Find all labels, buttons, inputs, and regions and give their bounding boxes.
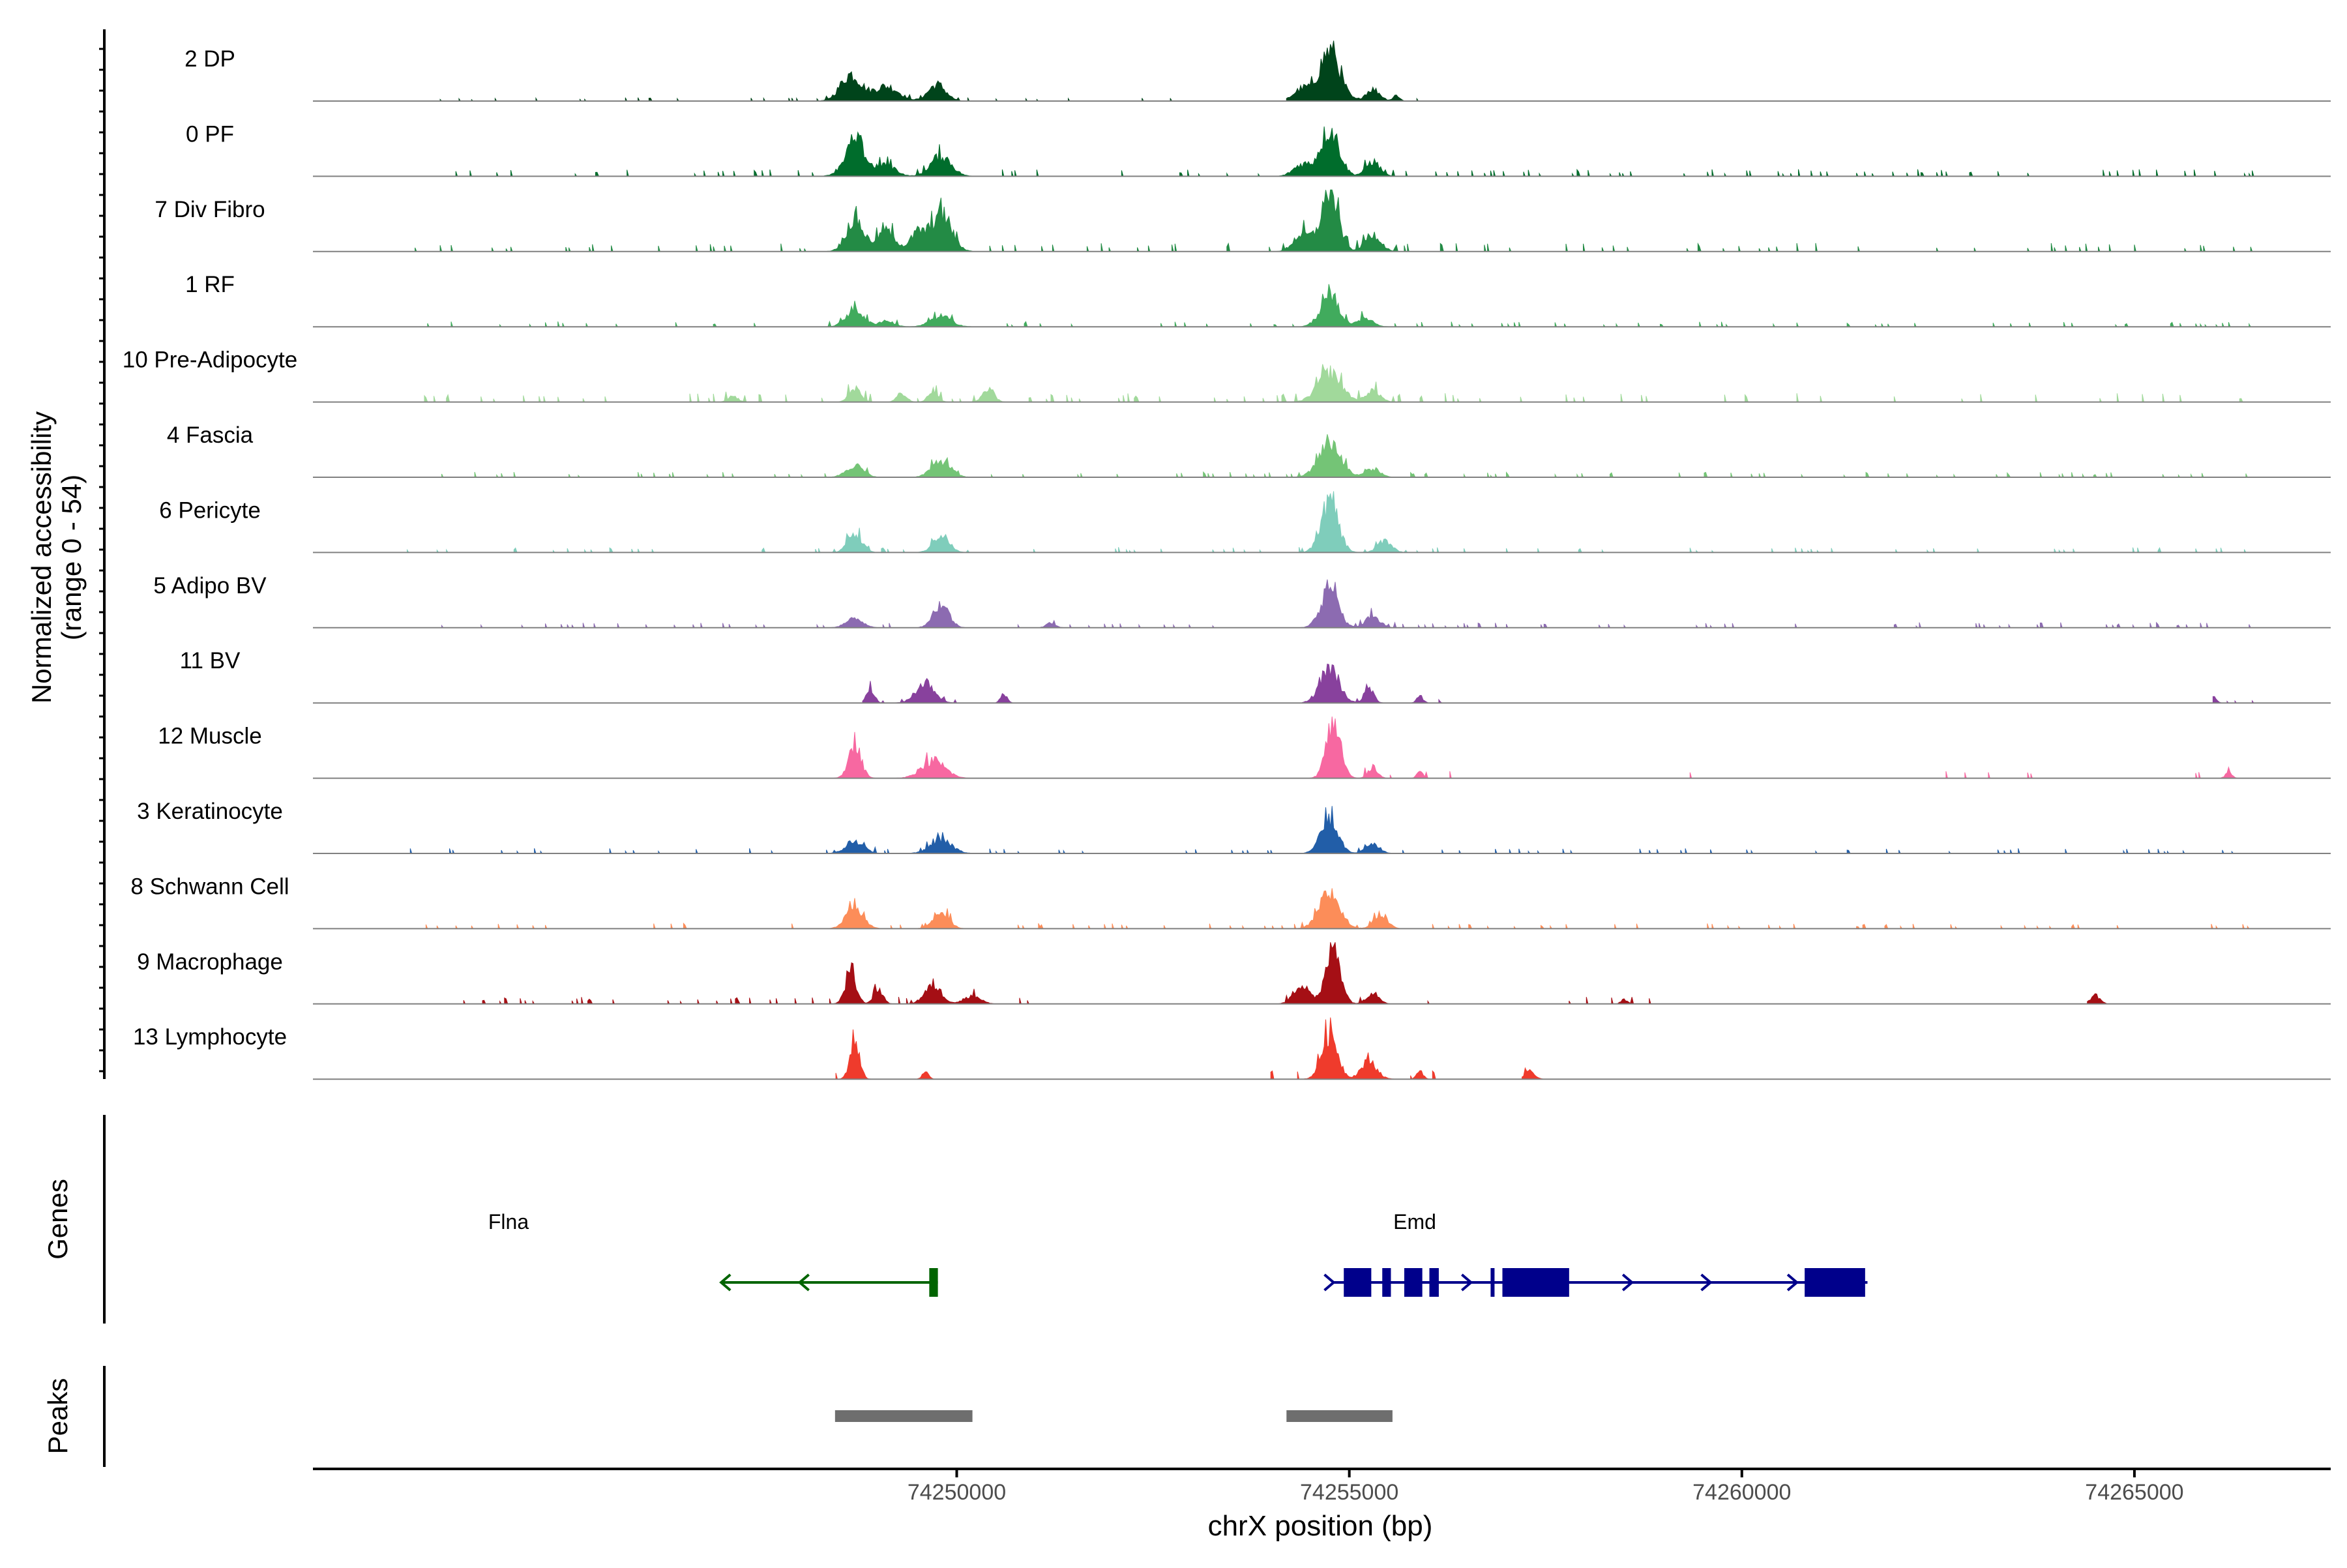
- coverage-area: [427, 284, 2252, 327]
- track-2-dp: 2 DP: [185, 40, 2331, 102]
- coverage-area: [441, 434, 2249, 478]
- strand-arrow: [1323, 1273, 1336, 1292]
- track-3-keratinocyte: 3 Keratinocyte: [137, 799, 2331, 854]
- coverage-area: [441, 579, 2251, 629]
- x-tick-label: 74250000: [908, 1480, 1006, 1505]
- x-axis-title: chrX position (bp): [1208, 1510, 1433, 1542]
- gene-flna: Flna: [488, 1210, 938, 1297]
- track-0-pf: 0 PF: [186, 121, 2331, 177]
- track-label: 3 Keratinocyte: [137, 799, 283, 824]
- coverage-area: [425, 888, 2250, 929]
- track-13-lymphocyte: 13 Lymphocyte: [133, 1017, 2331, 1080]
- track-label: 5 Adipo BV: [153, 573, 267, 599]
- coverage-area: [455, 126, 2254, 177]
- peaks-panel-label: Peaks: [42, 1378, 73, 1455]
- track-label: 0 PF: [186, 121, 234, 147]
- track-7-div-fibro: 7 Div Fibro: [155, 189, 2331, 252]
- peak-region: [1286, 1410, 1393, 1422]
- track-10-pre-adipocyte: 10 Pre-Adipocyte: [123, 348, 2331, 403]
- x-tick-label: 74260000: [1692, 1480, 1791, 1505]
- coverage-area: [835, 1017, 1544, 1080]
- track-12-muscle: 12 Muscle: [158, 717, 2331, 779]
- genes-panel: Genes Flna Emd: [42, 1115, 1868, 1324]
- coverage-area: [415, 189, 2253, 252]
- x-tick-label: 74265000: [2085, 1480, 2183, 1505]
- gene-exon: [1404, 1268, 1423, 1297]
- coverage-area: [409, 806, 2234, 854]
- strand-arrow: [719, 1273, 731, 1292]
- track-4-fascia: 4 Fascia: [167, 422, 2331, 478]
- track-label: 12 Muscle: [158, 724, 262, 749]
- track-label: 11 BV: [180, 648, 241, 673]
- track-label: 7 Div Fibro: [155, 197, 265, 222]
- genes-panel-label: Genes: [42, 1179, 73, 1260]
- track-1-rf: 1 RF: [185, 272, 2331, 328]
- x-axis: 74250000 74255000 74260000 74265000: [313, 1468, 2331, 1505]
- track-6-pericyte: 6 Pericyte: [159, 491, 2331, 554]
- track-label: 1 RF: [185, 272, 235, 297]
- gene-label: Emd: [1393, 1210, 1436, 1234]
- strand-arrow: [797, 1273, 810, 1292]
- gene-exon: [1344, 1268, 1372, 1297]
- track-label: 9 Macrophage: [137, 949, 283, 975]
- gene-exon: [929, 1268, 938, 1297]
- track-label: 2 DP: [185, 46, 235, 72]
- gene-exon: [1382, 1268, 1391, 1297]
- strand-arrow: [1786, 1273, 1799, 1292]
- y-axis: [99, 29, 106, 1079]
- coverage-area: [463, 942, 2108, 1005]
- coverage-area: [862, 663, 2254, 703]
- x-tick-label: 74255000: [1300, 1480, 1398, 1505]
- track-5-adipo-bv: 5 Adipo BV: [153, 573, 2331, 629]
- strand-arrow: [1621, 1273, 1634, 1292]
- coverage-area: [424, 364, 2243, 403]
- peak-region: [834, 1410, 973, 1422]
- coverage-area: [834, 717, 2238, 779]
- coverage-area: [439, 40, 1419, 102]
- gene-exon: [1805, 1268, 1865, 1297]
- peaks-panel: Peaks: [42, 1366, 1393, 1467]
- track-label: 4 Fascia: [167, 422, 254, 448]
- track-label: 10 Pre-Adipocyte: [123, 348, 297, 373]
- track-8-schwann-cell: 8 Schwann Cell: [130, 874, 2331, 930]
- gene-label: Flna: [488, 1210, 529, 1234]
- y-axis-title-line1: Normalized accessibility: [26, 411, 57, 703]
- strand-arrow: [1461, 1273, 1473, 1292]
- track-label: 6 Pericyte: [159, 497, 261, 523]
- gene-emd: Emd: [1323, 1210, 1868, 1297]
- track-9-macrophage: 9 Macrophage: [137, 942, 2331, 1005]
- gene-exon: [1429, 1268, 1439, 1297]
- y-axis-title-line2: (range 0 - 54): [56, 475, 87, 640]
- track-label: 8 Schwann Cell: [130, 874, 289, 899]
- strand-arrow: [1700, 1273, 1713, 1292]
- gene-exon: [1502, 1268, 1569, 1297]
- coverage-area: [407, 491, 2247, 554]
- coverage-tracks: 2 DP 0 PF 7 Div Fibro 1 RF 10 Pre-Adipocyte 4…: [123, 40, 2331, 1080]
- track-label: 13 Lymphocyte: [133, 1024, 287, 1050]
- gene-exon: [1490, 1268, 1495, 1297]
- track-11-bv: 11 BV: [180, 648, 2331, 704]
